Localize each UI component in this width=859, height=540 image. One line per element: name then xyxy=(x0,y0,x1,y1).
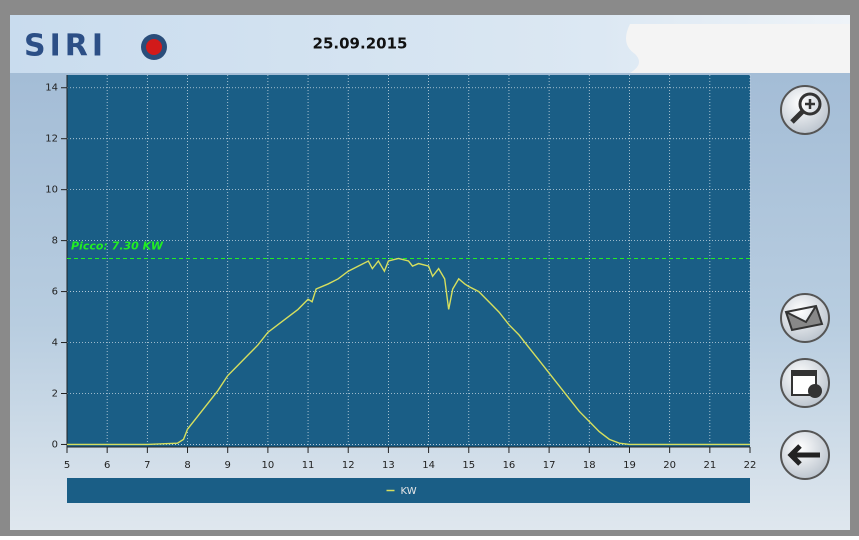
x-tick-label: 21 xyxy=(703,460,716,471)
logo: SIRI xyxy=(24,29,107,64)
x-tick-label: 9 xyxy=(225,460,231,471)
chart: 0 2 4 6 8 10 12 14 5 6 7 8 9 10 11 12 13 14 15 16 17 18 19 20 21… xyxy=(45,75,756,503)
data-line xyxy=(67,257,750,446)
x-tick-label: 11 xyxy=(302,460,315,471)
back-button[interactable] xyxy=(780,430,830,480)
y-tick-label: 0 xyxy=(52,439,58,450)
zoom-button[interactable] xyxy=(780,85,830,135)
x-tick-label: 17 xyxy=(543,460,556,471)
x-tick-label: 18 xyxy=(583,460,596,471)
x-tick-label: 15 xyxy=(462,460,475,471)
x-tick-label: 6 xyxy=(104,460,110,471)
y-tick-label: 6 xyxy=(52,287,58,298)
x-tick-label: 22 xyxy=(744,460,757,471)
x-tick-label: 13 xyxy=(382,460,395,471)
y-tick-label: 8 xyxy=(52,236,58,247)
legend-box xyxy=(67,478,750,503)
x-tick-label: 7 xyxy=(144,460,150,471)
x-tick-label: 20 xyxy=(663,460,676,471)
legend-label: KW xyxy=(401,486,417,497)
y-tick-label: 10 xyxy=(45,185,58,196)
x-tick-label: 19 xyxy=(623,460,636,471)
x-tick-label: 16 xyxy=(503,460,516,471)
x-tick-label: 12 xyxy=(342,460,355,471)
calendar-button[interactable] xyxy=(780,358,830,408)
x-tick-label: 8 xyxy=(184,460,190,471)
logo-sun xyxy=(141,34,167,60)
date: 25.09.2015 xyxy=(313,35,408,53)
y-tick-label: 12 xyxy=(45,134,58,145)
x-tick-label: 14 xyxy=(422,460,435,471)
header-panel xyxy=(626,24,850,73)
y-tick-label: 4 xyxy=(52,338,58,349)
peak-label: Picco: 7.30 KW xyxy=(71,239,164,252)
x-tick-label: 10 xyxy=(262,460,275,471)
y-tick-label: 2 xyxy=(52,388,58,399)
x-tick-label: 5 xyxy=(64,460,70,471)
y-tick-label: 14 xyxy=(45,83,58,94)
mail-button[interactable] xyxy=(780,293,830,343)
